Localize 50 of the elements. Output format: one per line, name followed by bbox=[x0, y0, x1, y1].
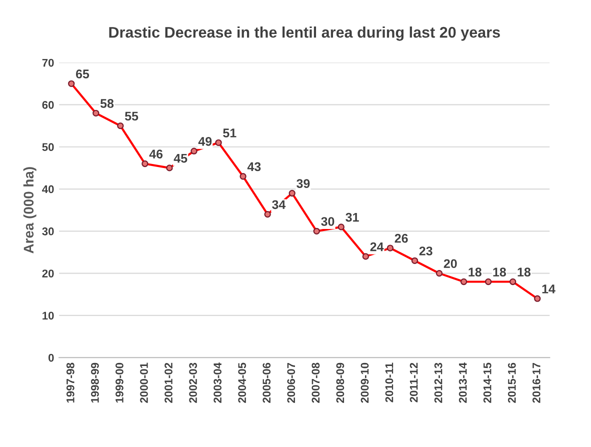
data-label: 65 bbox=[76, 70, 90, 78]
x-tick-label: 2002-03 bbox=[189, 362, 197, 403]
data-label: 49 bbox=[198, 136, 212, 146]
x-tick-label: 2004-05 bbox=[238, 362, 246, 403]
data-label: 55 bbox=[124, 112, 138, 121]
y-axis-title: Area (000 ha) bbox=[23, 167, 36, 254]
data-label: 30 bbox=[321, 217, 334, 226]
data-label: 23 bbox=[419, 246, 432, 256]
x-tick-label: 1999-00 bbox=[116, 362, 124, 403]
x-tick-label: 1998-99 bbox=[91, 362, 99, 403]
x-tick-label: 2011-12 bbox=[410, 362, 418, 402]
y-tick-label: 10 bbox=[42, 312, 54, 320]
data-label: 18 bbox=[493, 268, 506, 276]
x-tick-label: 2007-08 bbox=[312, 362, 320, 403]
chart-title: Drastic Decrease in the lentil area during last 20 years bbox=[109, 26, 500, 41]
y-tick-label: 0 bbox=[48, 354, 54, 362]
y-tick-label: 30 bbox=[42, 227, 54, 236]
x-tick-label: 2001-02 bbox=[164, 362, 172, 403]
data-label: 24 bbox=[370, 242, 384, 252]
x-tick-label: 2000-01 bbox=[140, 362, 148, 403]
x-tick-label: 2005-06 bbox=[262, 362, 271, 403]
data-label: 31 bbox=[346, 212, 359, 222]
x-tick-label: 2009-10 bbox=[360, 362, 369, 403]
x-tick-label: 2003-04 bbox=[214, 362, 222, 403]
data-label: 18 bbox=[468, 268, 482, 276]
data-label: 18 bbox=[518, 268, 531, 276]
y-tick-label: 20 bbox=[42, 270, 54, 278]
y-tick-label: 40 bbox=[42, 185, 54, 194]
x-tick-label: 2013-14 bbox=[458, 362, 467, 403]
data-label: 45 bbox=[174, 154, 188, 163]
data-label: 58 bbox=[100, 99, 114, 108]
x-tick-label: 2006-07 bbox=[287, 362, 296, 403]
y-tick-label: 50 bbox=[42, 143, 54, 152]
y-tick-label: 70 bbox=[42, 58, 54, 67]
x-tick-label: 2010-11 bbox=[385, 362, 394, 402]
data-label: 26 bbox=[394, 234, 408, 243]
data-label: 43 bbox=[247, 162, 261, 172]
y-tick-label: 60 bbox=[42, 100, 54, 109]
data-label: 39 bbox=[296, 179, 310, 188]
x-tick-label: 1997-98 bbox=[66, 362, 74, 403]
data-label: 20 bbox=[444, 259, 457, 268]
x-tick-label: 2016-17 bbox=[532, 362, 540, 403]
x-tick-label: 2014-15 bbox=[483, 362, 492, 403]
x-tick-label: 2015-16 bbox=[508, 362, 516, 403]
data-label: 34 bbox=[272, 200, 286, 210]
data-label: 46 bbox=[149, 150, 163, 158]
data-label: 51 bbox=[223, 128, 236, 138]
data-label: 14 bbox=[542, 284, 556, 294]
x-tick-label: 2008-09 bbox=[336, 362, 344, 403]
x-tick-label: 2012-13 bbox=[434, 362, 442, 403]
